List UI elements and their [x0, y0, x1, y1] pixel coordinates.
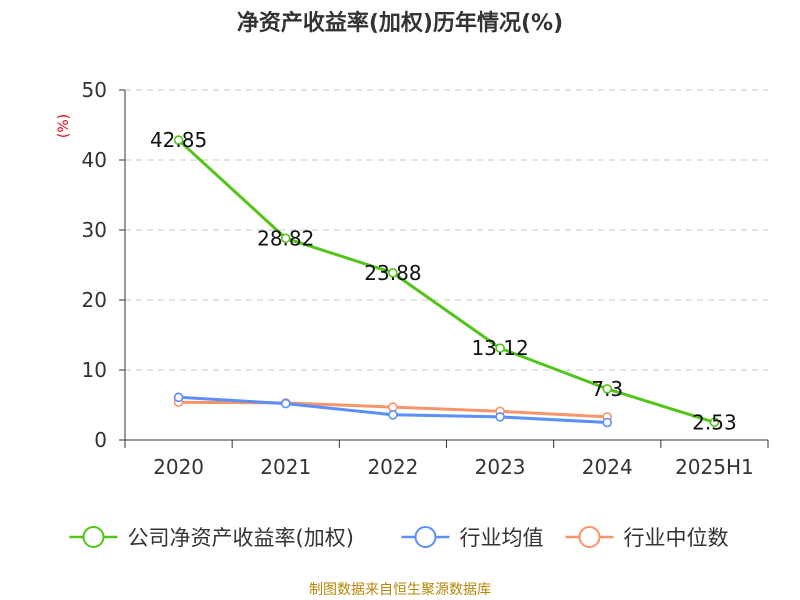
data-point	[495, 343, 505, 353]
y-tick-label: 0	[94, 428, 107, 452]
grid-lines	[125, 89, 768, 371]
data-point	[173, 392, 184, 403]
data-point	[602, 417, 613, 428]
data-point	[173, 135, 184, 145]
y-tick-label: 10	[82, 358, 107, 382]
x-tick-label: 2023	[475, 455, 526, 479]
legend-marker	[578, 526, 601, 548]
series-lines	[173, 135, 720, 428]
x-tick-label: 2022	[367, 455, 418, 479]
legend: 公司净资产收益率(加权) 行业均值 行业中位数	[69, 526, 729, 550]
data-label: 42.85	[150, 128, 207, 152]
x-tick-label: 2020	[153, 455, 204, 479]
legend-item-2: 行业中位数	[565, 526, 729, 550]
legend-item-0: 公司净资产收益率(加权)	[69, 526, 354, 550]
data-point	[280, 233, 291, 244]
data-label: 13.12	[471, 336, 528, 360]
series-line	[177, 138, 716, 424]
x-tick-labels: 2020 2021 2022 2023 2024 2025H1	[153, 455, 754, 479]
data-point	[388, 409, 398, 420]
legend-marker	[82, 526, 105, 548]
y-tick-labels: 0 10 20 30 40 50	[82, 78, 107, 452]
y-tick-label: 40	[82, 148, 107, 172]
legend-label: 行业中位数	[624, 526, 729, 550]
data-point	[602, 384, 613, 394]
chart-title: 净资产收益率(加权)历年情况(%)	[237, 10, 563, 36]
y-tick-label: 50	[82, 78, 107, 102]
series-0	[173, 135, 720, 428]
legend-label: 公司净资产收益率(加权)	[128, 526, 354, 550]
x-tick-label: 2021	[260, 455, 311, 479]
data-point	[709, 417, 720, 428]
source-note: 制图数据来自恒生聚源数据库	[309, 582, 491, 598]
y-tick-label: 20	[82, 288, 107, 312]
data-labels: 42.85 28.82 23.88 13.12 7.3 2.53	[150, 128, 737, 434]
y-axis-unit: (%)	[56, 114, 72, 138]
data-label: 28.82	[257, 226, 314, 250]
legend-item-1: 行业均值	[401, 526, 544, 550]
x-tick-label: 2025H1	[675, 455, 754, 479]
data-point	[388, 268, 398, 278]
data-label: 2.53	[692, 410, 737, 434]
legend-marker	[414, 526, 437, 548]
legend-label: 行业均值	[460, 526, 544, 550]
series-1	[173, 392, 613, 428]
data-point	[280, 398, 291, 409]
x-tick-label: 2024	[582, 455, 633, 479]
y-tick-label: 30	[82, 218, 107, 242]
data-point	[388, 402, 398, 412]
data-label: 23.88	[364, 261, 421, 285]
data-label: 7.3	[591, 377, 623, 401]
data-point	[495, 412, 505, 422]
axes	[119, 89, 769, 448]
